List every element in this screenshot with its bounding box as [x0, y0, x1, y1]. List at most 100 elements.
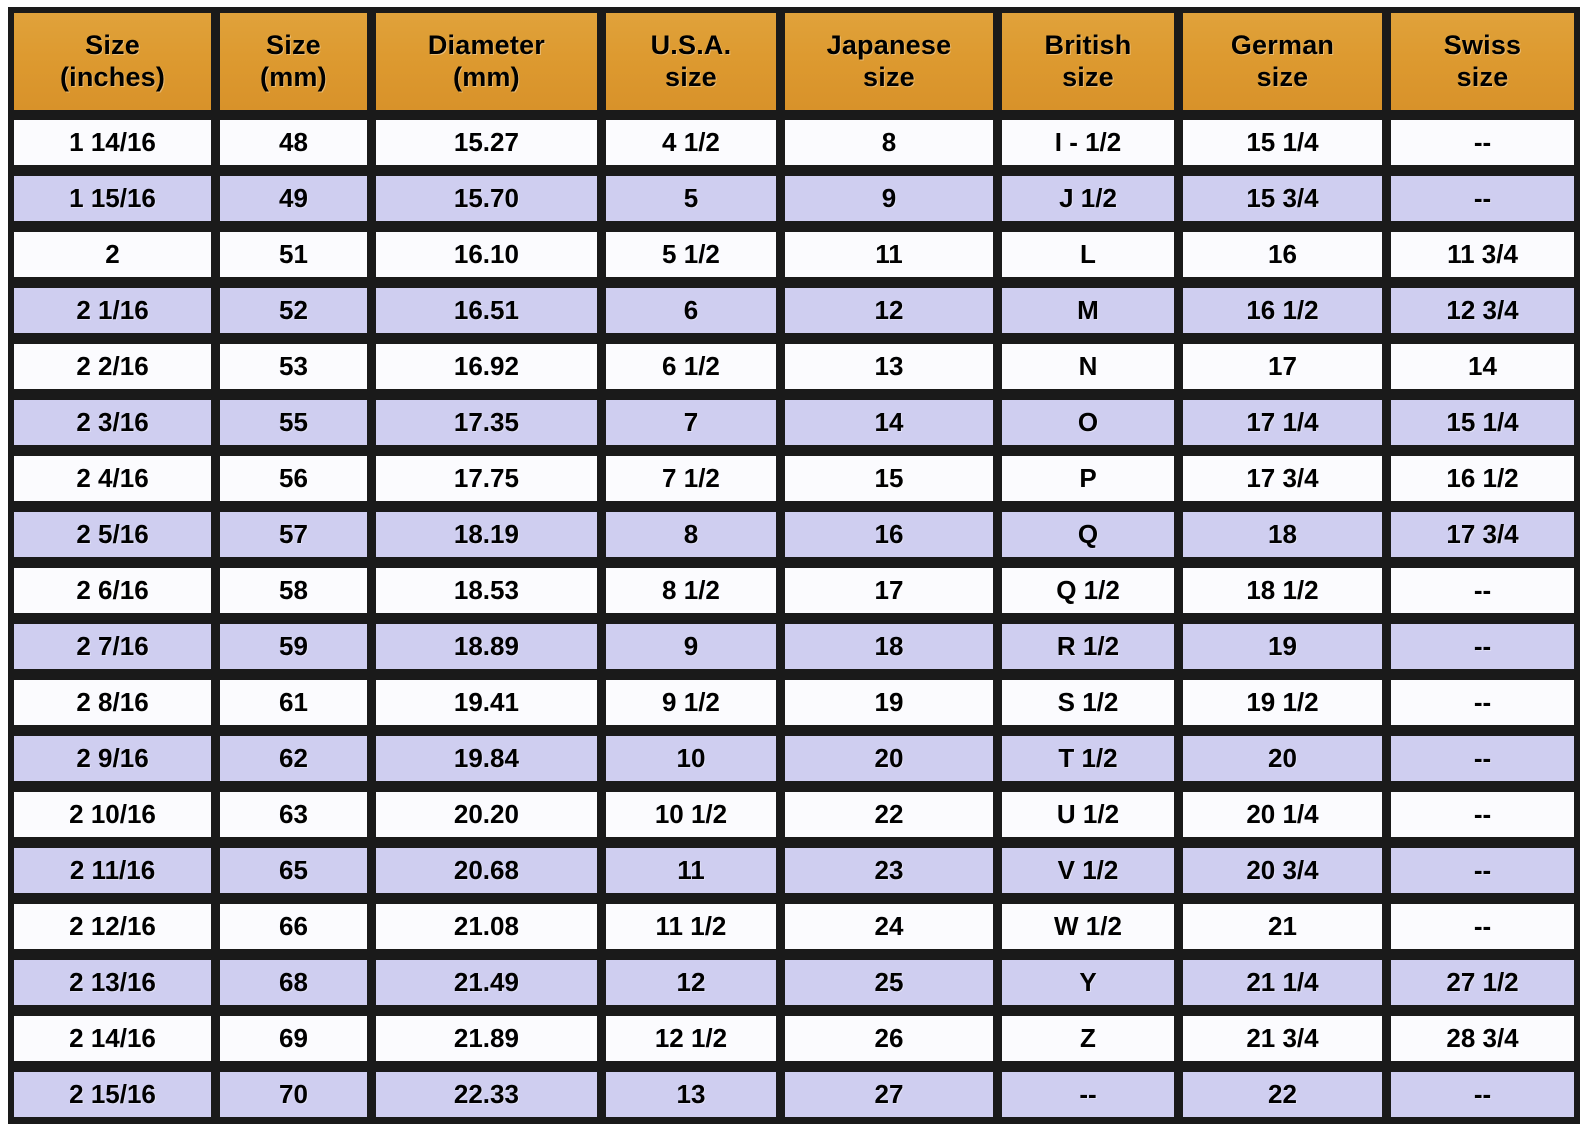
cell-diameter_mm: 19.41	[373, 677, 605, 733]
cell-value-size_inches: 2 15/16	[14, 1072, 212, 1117]
cell-usa: 8	[604, 509, 783, 565]
table-row: 2 51 16.10 5 1/2 11 L 16 11 3/4	[12, 229, 1576, 285]
cell-value-swiss: --	[1391, 680, 1574, 725]
cell-german: 19	[1180, 621, 1390, 677]
cell-japanese: 11	[782, 229, 1001, 285]
cell-british: L	[1000, 229, 1181, 285]
cell-usa: 9 1/2	[604, 677, 783, 733]
cell-value-german: 19 1/2	[1182, 680, 1383, 725]
table-row: 2 3/16 55 17.35 7 14 O 17 1/4 15 1/4	[12, 397, 1576, 453]
cell-value-swiss: 27 1/2	[1391, 960, 1574, 1005]
column-header-line2: size	[1062, 61, 1114, 92]
cell-size_mm: 59	[218, 621, 374, 677]
cell-value-usa: 6	[606, 288, 776, 333]
cell-value-size_inches: 2 12/16	[14, 904, 212, 949]
table-row: 2 6/16 58 18.53 8 1/2 17 Q 1/2 18 1/2 --	[12, 565, 1576, 621]
cell-british: Q	[1000, 509, 1181, 565]
cell-value-swiss: 15 1/4	[1391, 400, 1574, 445]
cell-value-size_inches: 2 8/16	[14, 680, 212, 725]
column-header-swiss: Swiss size	[1389, 11, 1576, 117]
cell-value-german: 18 1/2	[1182, 568, 1383, 613]
table-row: 2 14/16 69 21.89 12 1/2 26 Z 21 3/4 28 3/4	[12, 1013, 1576, 1069]
cell-value-british: S 1/2	[1002, 680, 1174, 725]
column-header-chip-german: German size	[1182, 13, 1383, 110]
cell-value-size_inches: 2 11/16	[14, 848, 212, 893]
cell-usa: 12	[604, 957, 783, 1013]
cell-diameter_mm: 15.70	[373, 173, 605, 229]
cell-value-swiss: --	[1391, 176, 1574, 221]
cell-usa: 6 1/2	[604, 341, 783, 397]
cell-japanese: 8	[782, 117, 1001, 173]
column-header-line2: size	[1456, 61, 1509, 92]
cell-usa: 7	[604, 397, 783, 453]
cell-diameter_mm: 17.75	[373, 453, 605, 509]
cell-value-japanese: 22	[784, 792, 994, 837]
cell-diameter_mm: 16.10	[373, 229, 605, 285]
cell-value-diameter_mm: 16.92	[375, 344, 598, 389]
cell-size_inches: 2 3/16	[12, 397, 219, 453]
cell-value-swiss: 16 1/2	[1391, 456, 1574, 501]
cell-value-size_inches: 2 13/16	[14, 960, 212, 1005]
cell-usa: 11 1/2	[604, 901, 783, 957]
cell-british: M	[1000, 285, 1181, 341]
cell-swiss: --	[1389, 677, 1576, 733]
cell-value-german: 18	[1182, 512, 1383, 557]
column-header-british: British size	[1000, 11, 1181, 117]
cell-value-japanese: 11	[784, 232, 994, 277]
table-row: 1 14/16 48 15.27 4 1/2 8 I - 1/2 15 1/4 --	[12, 117, 1576, 173]
column-header-line1: German	[1230, 29, 1335, 60]
cell-value-german: 20 3/4	[1182, 848, 1383, 893]
cell-value-german: 17	[1182, 344, 1383, 389]
cell-british: P	[1000, 453, 1181, 509]
cell-value-german: 17 3/4	[1182, 456, 1383, 501]
ring-size-conversion-table: Size (inches) Size (mm) Diameter (mm) U.S.A. si…	[8, 7, 1580, 1124]
cell-japanese: 13	[782, 341, 1001, 397]
cell-value-british: W 1/2	[1002, 904, 1174, 949]
cell-value-swiss: 14	[1391, 344, 1574, 389]
cell-british: --	[1000, 1069, 1181, 1120]
cell-value-german: 16	[1182, 232, 1383, 277]
cell-size_inches: 2 1/16	[12, 285, 219, 341]
cell-value-usa: 8	[606, 512, 776, 557]
cell-usa: 9	[604, 621, 783, 677]
cell-diameter_mm: 21.49	[373, 957, 605, 1013]
cell-british: S 1/2	[1000, 677, 1181, 733]
column-header-line2: size	[665, 61, 717, 92]
cell-value-size_mm: 56	[220, 456, 367, 501]
cell-value-diameter_mm: 17.35	[375, 400, 598, 445]
column-header-line1: Size	[85, 29, 140, 60]
cell-value-usa: 4 1/2	[606, 120, 776, 165]
cell-size_inches: 1 15/16	[12, 173, 219, 229]
cell-value-usa: 12	[606, 960, 776, 1005]
cell-german: 22	[1180, 1069, 1390, 1120]
cell-value-british: Q 1/2	[1002, 568, 1174, 613]
column-header-chip-size_mm: Size (mm)	[220, 13, 367, 110]
cell-japanese: 19	[782, 677, 1001, 733]
cell-japanese: 15	[782, 453, 1001, 509]
cell-value-size_mm: 65	[220, 848, 367, 893]
cell-value-german: 21	[1182, 904, 1383, 949]
cell-size_inches: 2 15/16	[12, 1069, 219, 1120]
cell-value-size_inches: 2 7/16	[14, 624, 212, 669]
cell-size_mm: 65	[218, 845, 374, 901]
cell-value-german: 16 1/2	[1182, 288, 1383, 333]
cell-value-japanese: 8	[784, 120, 994, 165]
cell-value-diameter_mm: 16.51	[375, 288, 598, 333]
cell-value-diameter_mm: 18.19	[375, 512, 598, 557]
cell-size_inches: 2 7/16	[12, 621, 219, 677]
cell-value-usa: 5 1/2	[606, 232, 776, 277]
cell-value-swiss: --	[1391, 848, 1574, 893]
column-header-line1: U.S.A.	[650, 29, 732, 60]
cell-value-british: I - 1/2	[1002, 120, 1174, 165]
cell-german: 20 1/4	[1180, 789, 1390, 845]
column-header-line2: (mm)	[260, 61, 327, 92]
cell-size_inches: 2 14/16	[12, 1013, 219, 1069]
cell-size_mm: 63	[218, 789, 374, 845]
cell-size_inches: 2 5/16	[12, 509, 219, 565]
cell-british: W 1/2	[1000, 901, 1181, 957]
column-header-diameter_mm: Diameter (mm)	[373, 11, 605, 117]
cell-value-swiss: --	[1391, 1072, 1574, 1117]
cell-usa: 6	[604, 285, 783, 341]
cell-usa: 4 1/2	[604, 117, 783, 173]
cell-value-german: 22	[1182, 1072, 1383, 1117]
